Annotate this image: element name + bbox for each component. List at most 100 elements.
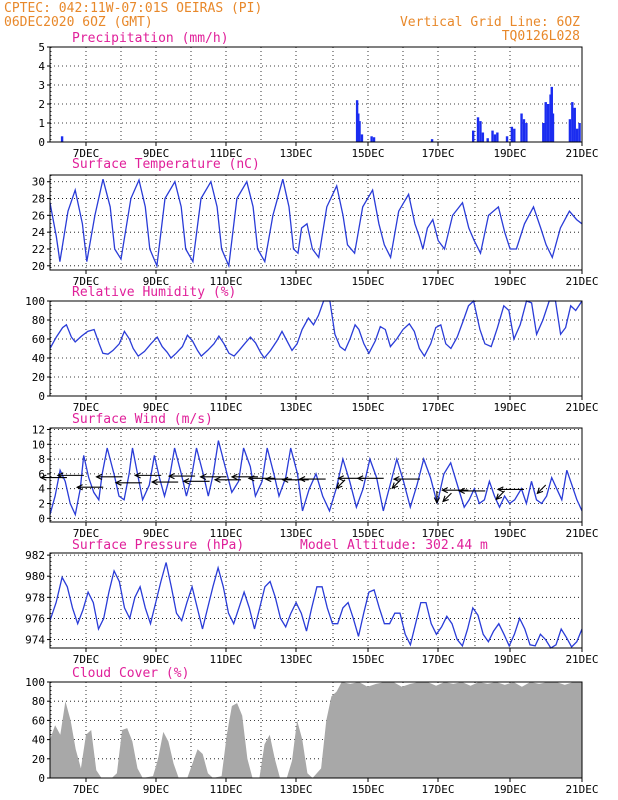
ytick-label: 976 <box>25 612 45 625</box>
xtick-label: 13DEC <box>279 275 312 288</box>
pressure-title: Surface Pressure (hPa) <box>72 538 244 553</box>
wind-arrow-head <box>75 484 83 491</box>
header-model: TQ0126L028 <box>502 29 580 44</box>
panel-precip: Precipitation (mm/h) 0 1 2 3 4 5 7DEC 9DEC 11DEC 1… <box>38 31 598 160</box>
wind-arrow-head <box>264 475 272 483</box>
xtick-label: 17DEC <box>421 147 454 160</box>
wind-arrow-head <box>114 479 122 486</box>
precip-bar <box>522 119 526 142</box>
xtick-label: 15DEC <box>351 147 384 160</box>
ytick-label: 978 <box>25 591 45 604</box>
precip-bar <box>513 128 516 142</box>
precip-bar <box>546 104 550 142</box>
precip-bar <box>578 123 581 142</box>
wind-arrow-head <box>441 487 448 494</box>
xtick-label: 9DEC <box>143 653 170 666</box>
precip-bar <box>481 132 485 142</box>
ytick-label: 30 <box>32 176 45 189</box>
ytick-label: 20 <box>32 753 45 766</box>
ytick-label: 980 <box>25 570 45 583</box>
xtick-label: 15DEC <box>351 401 384 414</box>
precip-bar <box>430 139 434 142</box>
panel-temp: Surface Temperature (nC) 20 22 24 26 28 30 7DEC… <box>32 157 599 288</box>
ytick-label: 2 <box>38 98 45 111</box>
xtick-label: 17DEC <box>421 275 454 288</box>
wind-arrow-head <box>182 478 190 485</box>
wind-arrow-head <box>337 475 345 482</box>
wind-arrow <box>536 484 547 494</box>
pressure-subtitle: Model Altitude: 302.44 m <box>300 538 488 553</box>
precip-bar <box>551 113 555 142</box>
xtick-label: 13DEC <box>279 653 312 666</box>
precip-bar <box>358 121 361 142</box>
wind-arrow-head <box>247 475 255 482</box>
precip-title: Precipitation (mm/h) <box>72 31 229 46</box>
xtick-label: 19DEC <box>493 653 526 666</box>
ytick-label: 4 <box>38 60 45 73</box>
xtick-label: 21DEC <box>565 653 598 666</box>
xtick-label: 21DEC <box>565 783 598 796</box>
xtick-label: 17DEC <box>421 401 454 414</box>
xtick-label: 11DEC <box>209 653 242 666</box>
precip-bar <box>355 100 359 142</box>
ytick-label: 100 <box>25 295 45 308</box>
xtick-label: 21DEC <box>565 147 598 160</box>
cloud-title: Cloud Cover (%) <box>72 666 189 681</box>
ytick-label: 28 <box>32 193 45 206</box>
wind-arrow-head <box>356 475 364 482</box>
xtick-label: 15DEC <box>351 527 384 540</box>
wind-arrow-head <box>199 473 207 480</box>
precip-bar <box>493 134 497 142</box>
ytick-label: 0 <box>38 390 45 403</box>
precip-bar <box>568 119 572 142</box>
ytick-label: 20 <box>32 371 45 384</box>
xtick-label: 15DEC <box>351 275 384 288</box>
ytick-label: 100 <box>25 676 45 689</box>
ytick-label: 4 <box>38 483 45 496</box>
xtick-label: 13DEC <box>279 401 312 414</box>
pressure-frame <box>49 552 583 649</box>
xtick-label: 7DEC <box>73 527 100 540</box>
xtick-label: 19DEC <box>493 275 526 288</box>
precip-bar <box>573 107 576 142</box>
wind-frame <box>49 427 583 523</box>
ytick-label: 26 <box>32 209 45 222</box>
xtick-label: 11DEC <box>209 401 242 414</box>
xtick-label: 11DEC <box>209 275 242 288</box>
precip-bar <box>370 136 373 142</box>
xtick-label: 7DEC <box>73 401 100 414</box>
xtick-label: 7DEC <box>73 147 100 160</box>
header-grid-line: Vertical Grid Line: 6OZ <box>400 15 580 30</box>
precip-bar <box>476 117 480 142</box>
precip-bar <box>550 86 553 142</box>
xtick-label: 13DEC <box>279 783 312 796</box>
precip-bar <box>360 134 364 142</box>
precip-bar <box>571 102 574 142</box>
xtick-label: 19DEC <box>493 147 526 160</box>
precip-bar <box>471 130 475 142</box>
ytick-label: 24 <box>32 226 46 239</box>
ytick-label: 0 <box>38 772 45 785</box>
wind-arrow <box>442 492 452 502</box>
xtick-label: 13DEC <box>279 527 312 540</box>
panel-wind: Surface Wind (m/s) 0 24 6 8 10 12 7DEC 9DEC 11DEC… <box>32 412 599 540</box>
wind-arrow-head <box>150 478 158 486</box>
temp-title: Surface Temperature (nC) <box>72 157 260 172</box>
ytick-label: 974 <box>25 634 45 647</box>
xtick-label: 9DEC <box>143 147 170 160</box>
precip-bar <box>491 130 494 142</box>
precip-bar <box>505 136 509 142</box>
xtick-label: 7DEC <box>73 653 100 666</box>
precip-bar <box>520 113 523 142</box>
xtick-label: 9DEC <box>143 401 170 414</box>
wind-arrow-head <box>133 472 141 479</box>
wind-arrow-head <box>391 482 399 490</box>
ytick-label: 60 <box>32 333 45 346</box>
wind-arrow-head <box>39 474 47 481</box>
wind-arrow-head <box>298 475 306 483</box>
xtick-label: 21DEC <box>565 401 598 414</box>
wind-title: Surface Wind (m/s) <box>72 412 213 427</box>
header-location: CPTEC: 042:11W-07:01S OEIRAS (PI) <box>4 1 262 16</box>
ytick-label: 982 <box>25 549 45 562</box>
